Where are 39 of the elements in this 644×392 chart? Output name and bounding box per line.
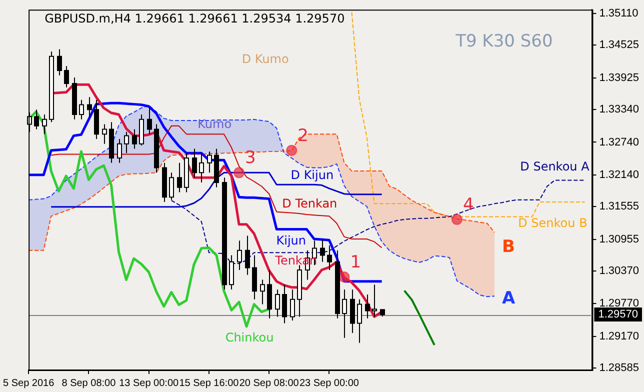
y-tick-label: 1.33925 bbox=[599, 72, 640, 84]
series-label: Kijun bbox=[276, 233, 306, 248]
x-tick-label: 15 Sep 16:00 bbox=[179, 378, 240, 389]
y-tick-label: 1.31555 bbox=[599, 200, 640, 213]
series-label: D Senkou B bbox=[518, 216, 588, 230]
series-label: A bbox=[502, 288, 516, 308]
annotation: 4 bbox=[462, 194, 474, 215]
series-label: D Kijun bbox=[290, 168, 334, 182]
y-tick-label: 1.29770 bbox=[599, 298, 640, 310]
y-tick-label: 1.32140 bbox=[599, 168, 640, 181]
x-tick-label: 20 Sep 08:00 bbox=[239, 378, 300, 389]
point bbox=[234, 167, 245, 178]
line-series bbox=[28, 104, 496, 298]
point bbox=[338, 272, 350, 283]
series-label: B bbox=[502, 236, 516, 257]
annotation: D Kumo bbox=[242, 52, 289, 66]
annotation: T9 K30 S60 bbox=[454, 31, 553, 52]
point bbox=[451, 214, 462, 225]
y-tick-label: 1.35110 bbox=[599, 7, 638, 20]
x-tick-label: 13 Sep 00:00 bbox=[119, 378, 180, 389]
series-label: D Senkou A bbox=[520, 159, 590, 174]
ref-line-label: 1.29570 bbox=[598, 308, 638, 321]
y-tick-label: 1.34525 bbox=[599, 39, 640, 52]
y-tick-label: 1.30370 bbox=[599, 265, 640, 278]
y-tick-label: 1.33340 bbox=[599, 104, 640, 116]
series-label: Chinkou bbox=[225, 330, 274, 345]
x-tick-label: 5 Sep 2016 bbox=[2, 378, 55, 389]
y-tick-label: 1.29170 bbox=[599, 330, 640, 342]
annotation: 3 bbox=[245, 148, 256, 168]
annotation: 1 bbox=[350, 252, 362, 272]
x-tick-label: 8 Sep 08:00 bbox=[62, 378, 116, 389]
y-tick-label: 1.30955 bbox=[599, 233, 640, 246]
annotation: Kumo bbox=[198, 117, 232, 132]
point bbox=[286, 144, 298, 156]
series-label: D Tenkan bbox=[282, 196, 338, 211]
y-tick-label: 1.32740 bbox=[599, 136, 640, 148]
chart-title: GBPUSD.m,H4 1.29661 1.29661 1.29534 1.29570 bbox=[44, 12, 345, 26]
x-tick-label: 23 Sep 00:00 bbox=[299, 378, 360, 389]
y-tick-label: 1.28585 bbox=[599, 362, 640, 374]
